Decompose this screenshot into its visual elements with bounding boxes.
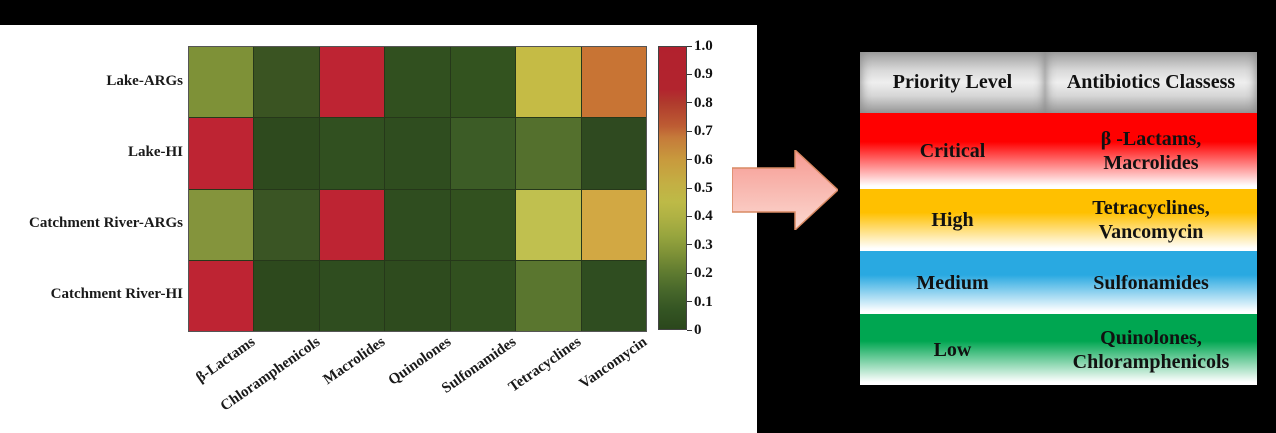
priority-level-cell: High <box>931 209 974 231</box>
heatmap-cell <box>189 47 254 118</box>
heatmap-cell <box>450 47 516 118</box>
heatmap-cell <box>189 118 254 189</box>
priority-table-header: Priority Level Antibiotics Classess <box>860 52 1257 113</box>
table-row-critical: Critical β -Lactams, Macrolides <box>860 113 1257 189</box>
colorbar-tick-mark <box>687 159 692 161</box>
heatmap-row-label: Lake-ARGs <box>106 73 183 89</box>
table-row-high: High Tetracyclines, Vancomycin <box>860 189 1257 251</box>
heatmap-cell <box>254 47 319 118</box>
table-row-low: Low Quinolones, Chloramphenicols <box>860 314 1257 385</box>
colorbar-tick-mark <box>687 45 692 47</box>
heatmap-cell <box>254 189 319 260</box>
antibiotics-cell: Tetracyclines, Vancomycin <box>1092 197 1210 243</box>
heatmap-cell <box>385 189 450 260</box>
priority-table: Priority Level Antibiotics Classess Crit… <box>860 52 1257 385</box>
colorbar-tick-mark <box>687 272 692 274</box>
heatmap-cell <box>189 189 254 260</box>
heatmap-cell <box>189 260 254 331</box>
heatmap-cell <box>581 260 646 331</box>
heatmap-cell <box>254 260 319 331</box>
colorbar-tick-label: 0.9 <box>694 66 713 83</box>
colorbar-ticks: 1.0 0.9 0.8 0.7 0.6 0.5 0.4 0.3 0.2 0.1 0 <box>658 38 748 338</box>
heatmap-row-label: Catchment River-ARGs <box>29 215 183 231</box>
heatmap-cell <box>254 118 319 189</box>
heatmap <box>188 46 647 332</box>
colorbar <box>658 46 687 330</box>
heatmap-col-label: β-Lactams <box>193 334 259 387</box>
heatmap-cell <box>516 47 581 118</box>
heatmap-cell <box>385 260 450 331</box>
heatmap-cell <box>516 189 581 260</box>
heatmap-panel: Lake-ARGs Lake-HI Catchment River-ARGs C… <box>0 25 757 433</box>
heatmap-cell <box>516 118 581 189</box>
heatmap-cell <box>385 118 450 189</box>
priority-level-cell: Low <box>933 338 972 361</box>
heatmap-cell <box>516 260 581 331</box>
header-antibiotics-classes: Antibiotics Classess <box>1045 52 1257 113</box>
colorbar-tick-mark <box>687 130 692 132</box>
heatmap-cell <box>319 118 385 189</box>
colorbar-tick-mark <box>687 102 692 104</box>
heatmap-cell <box>385 47 450 118</box>
heatmap-row-label: Catchment River-HI <box>50 286 183 302</box>
heatmap-cell <box>319 189 385 260</box>
heatmap-cell <box>319 47 385 118</box>
table-row-medium: Medium Sulfonamides <box>860 251 1257 314</box>
colorbar-tick-label: 0.1 <box>694 293 713 310</box>
heatmap-cell <box>450 260 516 331</box>
colorbar-tick-mark <box>687 244 692 246</box>
colorbar-tick-label: 0.5 <box>694 180 713 196</box>
priority-level-cell: Medium <box>916 271 989 294</box>
heatmap-cell <box>581 189 646 260</box>
heatmap-cell <box>450 189 516 260</box>
antibiotics-cell: Quinolones, Chloramphenicols <box>1072 326 1230 373</box>
colorbar-tick-label: 0 <box>694 322 702 338</box>
colorbar-tick-label: 1.0 <box>694 38 713 54</box>
heatmap-cell <box>450 118 516 189</box>
header-priority-level: Priority Level <box>860 52 1045 113</box>
antibiotics-cell: Sulfonamides <box>1093 271 1209 294</box>
colorbar-tick-label: 0.3 <box>694 236 713 253</box>
colorbar-tick-mark <box>687 301 692 303</box>
heatmap-cell <box>581 118 646 189</box>
heatmap-cell <box>581 47 646 118</box>
heatmap-row-label: Lake-HI <box>127 144 183 160</box>
flow-arrow-icon <box>732 150 838 230</box>
colorbar-tick-label: 0.8 <box>694 94 713 111</box>
colorbar-tick-mark <box>687 187 692 189</box>
heatmap-cell <box>319 260 385 331</box>
colorbar-tick-label: 0.4 <box>694 208 713 225</box>
colorbar-tick-mark <box>687 215 692 217</box>
colorbar-tick-label: 0.2 <box>694 265 713 282</box>
colorbar-tick-label: 0.7 <box>694 123 713 140</box>
colorbar-tick-mark <box>687 73 692 75</box>
colorbar-tick-mark <box>687 329 692 331</box>
priority-level-cell: Critical <box>919 140 986 162</box>
antibiotics-cell: β -Lactams, Macrolides <box>1100 128 1202 174</box>
colorbar-tick-label: 0.6 <box>694 151 713 168</box>
